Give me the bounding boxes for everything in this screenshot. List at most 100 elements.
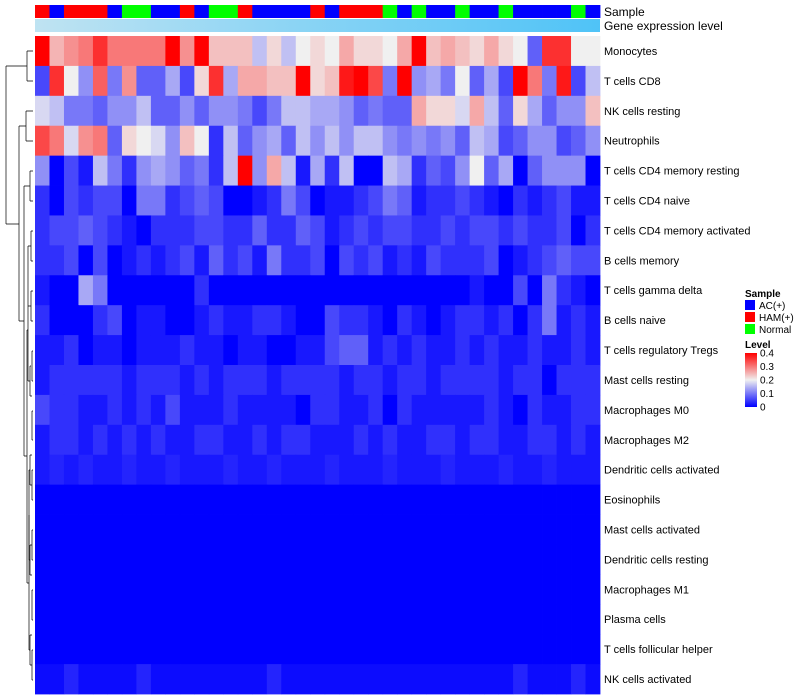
heatmap-cell — [310, 574, 326, 605]
heatmap-cell — [368, 544, 384, 575]
row-label: Macrophages M1 — [604, 584, 689, 596]
heatmap-cell — [63, 365, 79, 396]
heatmap-cell — [469, 604, 485, 635]
legend-level-title: Level — [745, 340, 771, 351]
heatmap-cell — [208, 365, 224, 396]
heatmap-cell — [513, 335, 528, 366]
heatmap-cell — [179, 185, 195, 216]
heatmap-cell — [571, 574, 586, 605]
heatmap-cell — [281, 544, 297, 575]
heatmap-cell — [440, 544, 456, 575]
heatmap-cell — [571, 335, 586, 366]
heatmap-cell — [49, 454, 65, 486]
row-label: T cells regulatory Tregs — [604, 345, 719, 357]
heatmap-cell — [484, 544, 499, 575]
heatmap-cell — [179, 365, 195, 396]
heatmap-cell — [411, 604, 427, 635]
heatmap-cell — [266, 155, 282, 186]
heatmap-cell — [484, 185, 499, 216]
heatmap-cell — [295, 664, 311, 695]
heatmap-cell — [353, 275, 369, 306]
heatmap-cell — [310, 484, 326, 515]
heatmap-cell — [49, 394, 65, 426]
heatmap-cell — [585, 125, 601, 157]
heatmap-cell — [455, 155, 471, 186]
sample-annotation-cell — [527, 5, 543, 18]
heatmap-cell — [339, 424, 355, 456]
heatmap-cell — [266, 275, 282, 306]
heatmap-cell — [382, 245, 398, 276]
heatmap-cell — [571, 514, 586, 545]
heatmap-cell — [136, 65, 152, 97]
heatmap-cell — [78, 215, 94, 246]
heatmap-cell — [571, 394, 586, 426]
heatmap-cell — [78, 514, 94, 545]
heatmap-cell — [78, 245, 94, 276]
heatmap-cell — [223, 36, 239, 67]
heatmap-cell — [542, 275, 557, 306]
heatmap-cell — [252, 514, 268, 545]
heatmap-cell — [455, 95, 471, 127]
sample-annotation-cell — [107, 5, 123, 18]
heatmap-cell — [310, 65, 326, 97]
row-label: B cells naive — [604, 315, 666, 327]
heatmap-cell — [556, 185, 572, 216]
heatmap-cell — [208, 335, 224, 366]
heatmap-cell — [411, 125, 427, 157]
heatmap-cell — [382, 36, 398, 67]
heatmap-cell — [527, 155, 543, 186]
heatmap-cell — [498, 424, 514, 456]
heatmap-cell — [324, 604, 340, 635]
heatmap-cell — [35, 394, 50, 426]
heatmap-cell — [513, 36, 528, 67]
heatmap-cell — [63, 335, 79, 366]
heatmap-cell — [223, 424, 239, 456]
heatmap-cell — [455, 574, 471, 605]
heatmap-cell — [426, 634, 442, 665]
heatmap-cell — [527, 185, 543, 216]
heatmap-cell — [556, 215, 572, 246]
heatmap-cell — [455, 634, 471, 665]
heatmap-cell — [339, 664, 355, 695]
heatmap-cell — [136, 634, 152, 665]
heatmap-cell — [194, 215, 210, 246]
heatmap-cell — [49, 604, 65, 635]
heatmap-cell — [121, 275, 137, 306]
heatmap-cell — [397, 155, 413, 186]
heatmap-cell — [121, 95, 137, 127]
annotation-label-sample: Sample — [604, 5, 645, 19]
heatmap-cell — [63, 574, 79, 605]
heatmap-cell — [368, 484, 384, 515]
heatmap-cell — [513, 95, 528, 127]
heatmap-cell — [92, 245, 108, 276]
row-label: Macrophages M2 — [604, 435, 689, 447]
heatmap-cell — [324, 95, 340, 127]
heatmap-cell — [136, 215, 152, 246]
heatmap-cell — [397, 424, 413, 456]
heatmap-cell — [527, 454, 543, 486]
heatmap-cell — [527, 36, 543, 67]
heatmap-cell — [498, 454, 514, 486]
heatmap-cell — [35, 604, 50, 635]
heatmap-cell — [411, 424, 427, 456]
heatmap-cell — [252, 424, 268, 456]
heatmap-cell — [35, 65, 50, 97]
heatmap-cell — [35, 634, 50, 665]
heatmap-cell — [179, 335, 195, 366]
heatmap-cell — [237, 305, 253, 336]
heatmap-cell — [35, 215, 50, 246]
heatmap-cell — [339, 634, 355, 665]
heatmap-cell — [35, 125, 50, 157]
row-labels: Monocytes T cells CD8 NK cells resting Neut… — [604, 46, 751, 686]
heatmap-cell — [179, 574, 195, 605]
heatmap-cell — [208, 305, 224, 336]
heatmap-cell — [397, 185, 413, 216]
heatmap-cell — [49, 65, 65, 97]
heatmap-cell — [107, 664, 123, 695]
heatmap-cell — [223, 604, 239, 635]
heatmap-cell — [49, 305, 65, 336]
heatmap-cell — [252, 215, 268, 246]
heatmap-cell — [440, 275, 456, 306]
row-label: T cells gamma delta — [604, 285, 703, 297]
heatmap-cell — [368, 215, 384, 246]
